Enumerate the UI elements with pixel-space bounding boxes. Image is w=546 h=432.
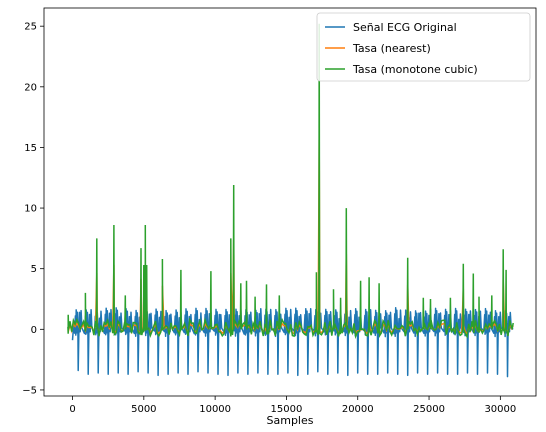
legend: Señal ECG Original Tasa (nearest) Tasa (mo… [316,12,531,82]
x-tick-label: 10000 [199,404,231,415]
plot-frame [43,7,537,397]
y-tick-label: 25 [24,22,37,33]
y-tick-label: 0 [31,325,37,336]
x-tick-label: 5000 [131,404,156,415]
legend-entry-label: Tasa (nearest) [352,42,431,55]
axes: 0 5000 10000 15000 20000 25000 30000 −5 0 5 10 15 20… [22,7,537,415]
series-line-tasa-monotone-cubic [67,23,514,340]
series-line-ecg-original [71,307,514,378]
x-tick-label: 30000 [484,404,516,415]
legend-entry-label: Tasa (monotone cubic) [352,63,478,76]
y-tick-label: 20 [24,82,37,93]
y-tick-label: 15 [24,143,37,154]
legend-entry-label: Señal ECG Original [353,21,457,34]
y-tick-label: 10 [24,204,37,215]
y-tick-label: 5 [31,264,37,275]
x-tick-label: 0 [69,404,75,415]
plot-area [67,23,514,378]
x-tick-label: 15000 [271,404,303,415]
x-tick-label: 25000 [413,404,445,415]
series-line-tasa-nearest [67,139,514,337]
y-tick-label: −5 [22,385,37,396]
x-tick-label: 20000 [342,404,374,415]
x-axis-label: Samples [267,414,314,427]
legend-box [316,12,531,82]
